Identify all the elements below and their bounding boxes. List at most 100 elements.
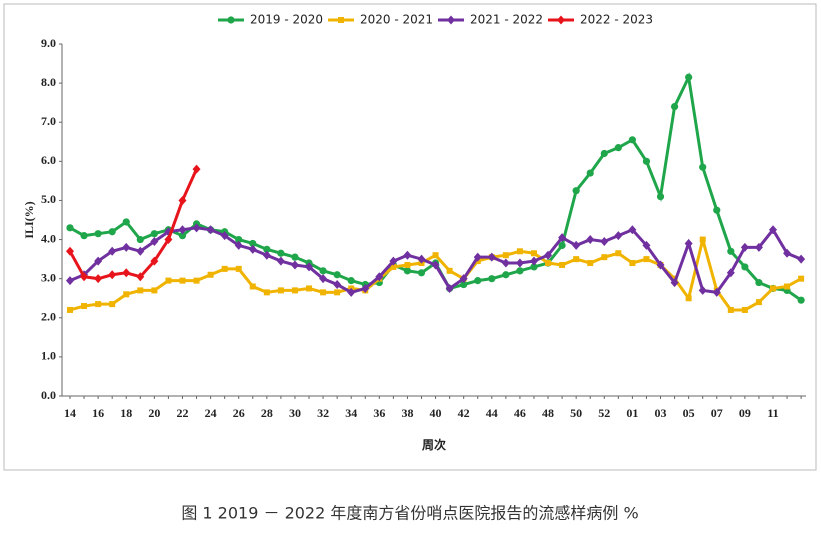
point <box>319 274 328 284</box>
point <box>417 254 426 264</box>
point <box>447 15 455 25</box>
point <box>741 263 749 271</box>
point <box>192 223 201 233</box>
caption: 图 1 2019 － 2022 年度南方省份哨点医院报告的流感样病例 % <box>181 504 638 523</box>
x-tick-label: 46 <box>514 406 526 420</box>
point <box>290 260 299 270</box>
point <box>220 231 229 241</box>
point <box>713 206 721 214</box>
point <box>769 225 777 235</box>
point <box>291 253 299 261</box>
point <box>389 256 398 266</box>
point <box>108 270 117 280</box>
x-tick-label: 30 <box>289 406 301 420</box>
point <box>798 275 805 282</box>
point <box>784 283 791 290</box>
point <box>262 250 271 260</box>
point <box>94 230 102 238</box>
point <box>642 157 651 165</box>
point <box>516 267 524 275</box>
point <box>417 269 426 277</box>
x-tick-label: 34 <box>345 406 357 420</box>
x-tick-label: 36 <box>373 406 385 420</box>
point <box>614 144 622 152</box>
point <box>319 267 327 275</box>
point <box>320 289 327 296</box>
point <box>473 252 482 262</box>
point <box>234 240 243 250</box>
x-tick-label: 14 <box>64 406 76 420</box>
point <box>614 231 623 241</box>
y-tick-label: 1.0 <box>41 349 56 363</box>
point <box>698 285 707 295</box>
point <box>431 260 440 270</box>
y-tick-label: 9.0 <box>41 36 56 50</box>
point <box>600 149 608 158</box>
point <box>628 136 637 144</box>
point <box>178 195 187 205</box>
point <box>333 271 341 279</box>
point <box>770 285 776 292</box>
point <box>122 242 131 252</box>
point <box>699 236 706 243</box>
point <box>80 232 88 240</box>
point <box>136 235 144 244</box>
point <box>445 283 454 293</box>
x-tick-label: 20 <box>148 406 160 420</box>
point <box>643 256 650 263</box>
x-tick-label: 50 <box>570 406 582 420</box>
point <box>487 252 496 262</box>
point <box>137 287 144 294</box>
point <box>670 278 679 288</box>
point <box>501 258 510 268</box>
point <box>516 248 523 255</box>
legend-label: 2020 - 2021 <box>360 13 433 27</box>
point <box>755 278 763 287</box>
point <box>474 277 482 285</box>
point <box>755 299 762 306</box>
point <box>446 267 453 274</box>
point <box>235 265 242 272</box>
series-line <box>68 168 198 281</box>
point <box>783 248 792 258</box>
y-tick-label: 4.0 <box>41 231 56 245</box>
point <box>361 283 370 293</box>
y-tick-label: 6.0 <box>41 153 56 167</box>
point <box>432 252 439 259</box>
point <box>66 246 74 256</box>
point <box>206 225 215 235</box>
point <box>684 238 693 248</box>
y-axis-label: ILI(%) <box>22 201 36 238</box>
point <box>557 15 565 25</box>
point <box>263 245 271 253</box>
point <box>178 232 187 240</box>
y-tick-label: 8.0 <box>41 75 56 89</box>
point <box>207 271 214 278</box>
point <box>347 287 356 297</box>
point <box>150 230 158 238</box>
point <box>66 224 74 232</box>
point <box>586 235 595 245</box>
point <box>558 233 567 243</box>
point <box>502 252 509 259</box>
x-tick-label: 32 <box>317 406 329 420</box>
x-tick-label: 18 <box>120 406 132 420</box>
point <box>529 256 538 266</box>
point <box>670 102 679 111</box>
legend-label: 2019 - 2020 <box>250 13 323 27</box>
x-tick-label: 28 <box>261 406 273 420</box>
point <box>727 306 734 313</box>
point <box>108 246 117 256</box>
point <box>600 237 609 247</box>
x-tick-label: 52 <box>598 406 610 420</box>
point <box>109 301 116 308</box>
point <box>249 283 256 290</box>
point <box>530 263 538 271</box>
point <box>193 277 200 284</box>
x-tick-label: 42 <box>458 406 470 420</box>
point <box>754 242 763 252</box>
point <box>334 289 341 296</box>
point <box>572 187 580 195</box>
x-tick-label: 40 <box>430 406 442 420</box>
point <box>502 271 510 279</box>
